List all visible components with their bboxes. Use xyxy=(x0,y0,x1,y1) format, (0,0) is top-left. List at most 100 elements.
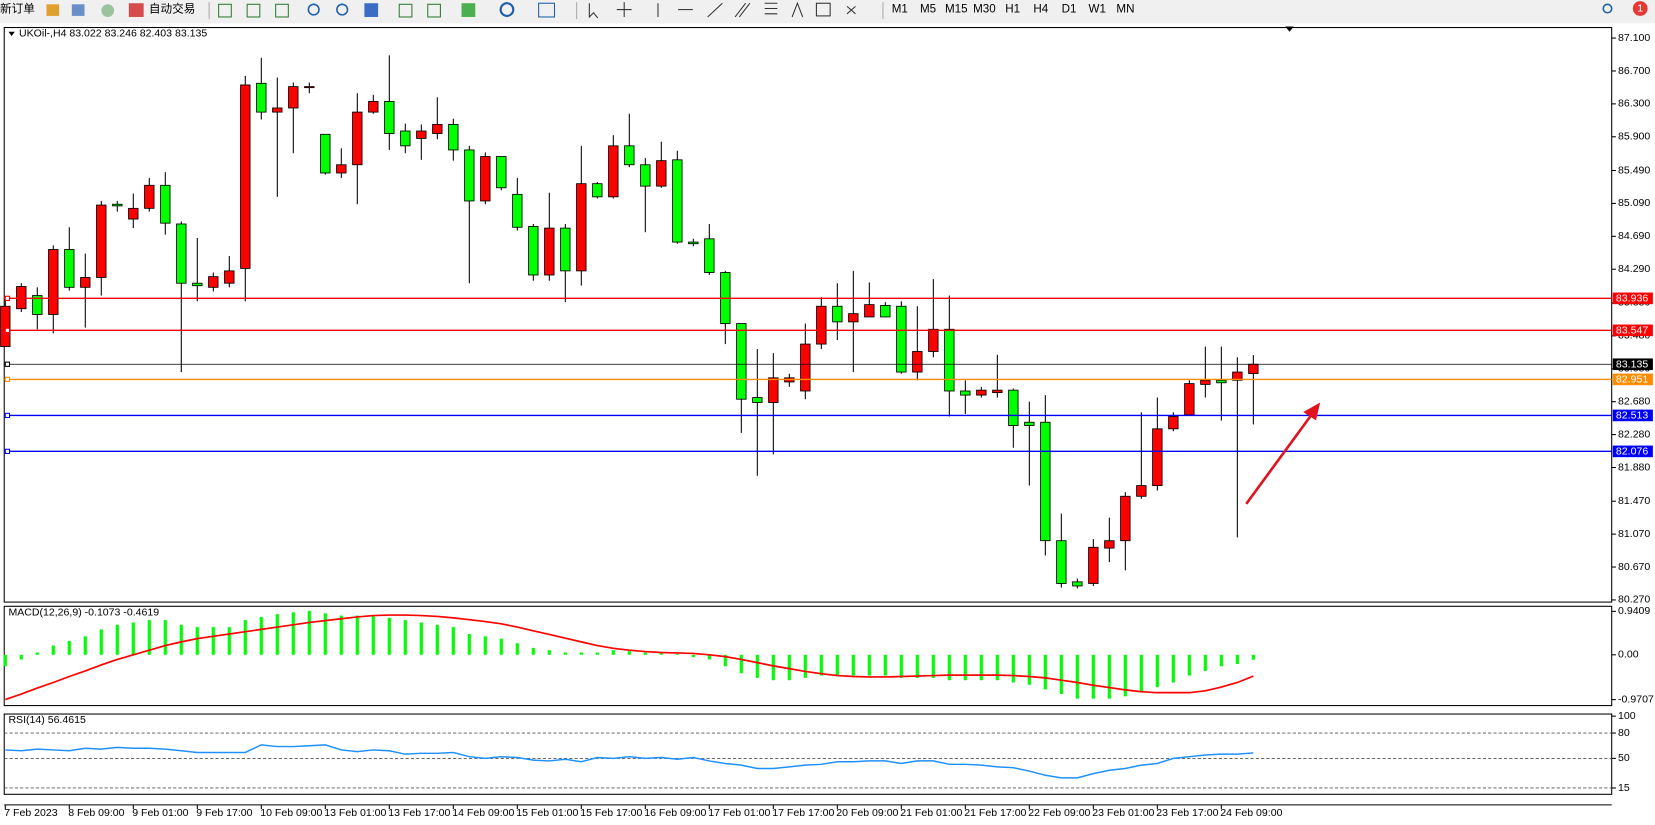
arrows-tool[interactable] xyxy=(846,6,856,15)
price-level-label: 83.547 xyxy=(1616,325,1648,337)
candle-body xyxy=(272,107,283,113)
macd-bar xyxy=(403,620,407,655)
cursor-tool[interactable] xyxy=(588,3,599,19)
new-order-button[interactable]: 新订单 xyxy=(0,2,35,16)
zoom-in[interactable] xyxy=(307,3,320,16)
auto-trading-icon[interactable] xyxy=(128,3,144,17)
macd-bar xyxy=(211,627,215,655)
shift-marker xyxy=(1285,26,1294,32)
indicators[interactable] xyxy=(461,3,476,17)
macd-bar xyxy=(1203,654,1207,671)
timeframe-button[interactable]: H4 xyxy=(1033,3,1048,16)
y-tick-label: 81.880 xyxy=(1618,461,1650,473)
macd-bar xyxy=(99,629,103,655)
timeframe-button[interactable]: M1 xyxy=(892,3,908,16)
macd-bar xyxy=(307,610,311,655)
periods[interactable] xyxy=(499,2,515,17)
icon[interactable] xyxy=(427,3,441,18)
macd-bar xyxy=(1043,654,1047,690)
candle-body xyxy=(496,156,507,189)
candle-body xyxy=(1200,379,1211,385)
templates[interactable] xyxy=(538,2,556,18)
macd-bar xyxy=(835,654,839,676)
level-anchor xyxy=(4,295,11,301)
macd-bar xyxy=(691,654,695,658)
macd-bar xyxy=(195,627,199,655)
price-level-label: 83.936 xyxy=(1616,293,1648,305)
macd-bar xyxy=(275,614,279,655)
timeframe-button[interactable]: M15 xyxy=(945,3,968,16)
candle-body xyxy=(640,164,651,187)
fibo-tool[interactable] xyxy=(764,2,778,15)
candle-body xyxy=(928,328,939,352)
macd-bar xyxy=(579,652,583,655)
macd-bar xyxy=(451,627,455,655)
timeframe-button[interactable]: MN xyxy=(1116,3,1134,16)
macd-bar xyxy=(467,634,471,655)
x-tick-label: 7 Feb 2023 xyxy=(4,807,57,819)
candle-body xyxy=(176,223,187,284)
icon[interactable] xyxy=(398,3,413,18)
macd-bar xyxy=(659,652,663,655)
channel-tool[interactable] xyxy=(734,2,751,18)
text-tool[interactable] xyxy=(791,1,804,18)
macd-bar xyxy=(1011,654,1015,683)
x-tick-label: 20 Feb 09:00 xyxy=(836,807,898,819)
level-anchor xyxy=(4,412,11,419)
candle-body xyxy=(544,227,555,276)
macd-bar xyxy=(3,654,7,667)
notification-badge[interactable] xyxy=(1632,1,1648,16)
candle-body xyxy=(1136,485,1147,497)
x-tick-label: 13 Feb 01:00 xyxy=(324,807,386,819)
candle-body xyxy=(768,377,779,403)
x-tick-label: 22 Feb 09:00 xyxy=(1028,807,1090,819)
trendline-tool[interactable] xyxy=(707,2,723,18)
tile[interactable] xyxy=(364,3,379,17)
zoom-out[interactable] xyxy=(336,3,349,16)
candle-body xyxy=(240,84,251,269)
icon[interactable] xyxy=(101,4,115,17)
x-tick-label: 15 Feb 17:00 xyxy=(580,807,642,819)
x-tick-label: 23 Feb 17:00 xyxy=(1156,807,1218,819)
icon[interactable] xyxy=(71,4,85,16)
icon[interactable] xyxy=(275,3,289,18)
timeframe-button[interactable]: M5 xyxy=(920,3,936,16)
y-tick-label: 80.670 xyxy=(1618,561,1650,573)
label-tool[interactable] xyxy=(815,2,831,17)
macd-bar xyxy=(1251,654,1255,660)
timeframe-button[interactable]: D1 xyxy=(1062,3,1077,16)
price-level-tag xyxy=(1612,445,1653,458)
symbol-menu-arrow[interactable] xyxy=(8,31,15,36)
timeframe-button[interactable]: H1 xyxy=(1005,3,1020,16)
search[interactable] xyxy=(1602,3,1613,14)
macd-bar xyxy=(595,652,599,655)
candle-body xyxy=(64,249,75,288)
toolbar: 新订单 自动交易 M1 M5 M15 M30 H1 H4 D1 W1 MN 1 xyxy=(0,0,1655,22)
macd-bar xyxy=(163,620,167,655)
macd-bar xyxy=(1235,654,1239,665)
macd-bar xyxy=(515,643,519,655)
icon[interactable] xyxy=(46,4,60,16)
icon[interactable] xyxy=(246,3,261,18)
y-tick-label: 81.070 xyxy=(1618,528,1650,540)
rsi-panel xyxy=(3,713,1613,795)
candle-body xyxy=(448,124,459,151)
macd-bar xyxy=(547,650,551,655)
macd-bar xyxy=(1027,654,1031,685)
timeframe-button[interactable]: M30 xyxy=(973,3,996,16)
macd-bar xyxy=(707,654,711,660)
icon[interactable] xyxy=(218,3,232,18)
candle-body xyxy=(1232,371,1243,381)
crosshair-tool[interactable] xyxy=(616,2,632,17)
macd-bar xyxy=(419,622,423,655)
macd-bar xyxy=(643,652,647,655)
auto-trading-button[interactable]: 自动交易 xyxy=(149,2,195,16)
macd-bar xyxy=(851,654,855,676)
x-tick-label: 17 Feb 01:00 xyxy=(708,807,770,819)
level-anchor xyxy=(4,376,11,383)
macd-bar xyxy=(499,638,503,655)
timeframe-button[interactable]: W1 xyxy=(1089,3,1106,16)
y-tick-label: -0.9707 xyxy=(1618,693,1654,705)
y-tick-label: 0.00 xyxy=(1618,649,1639,661)
